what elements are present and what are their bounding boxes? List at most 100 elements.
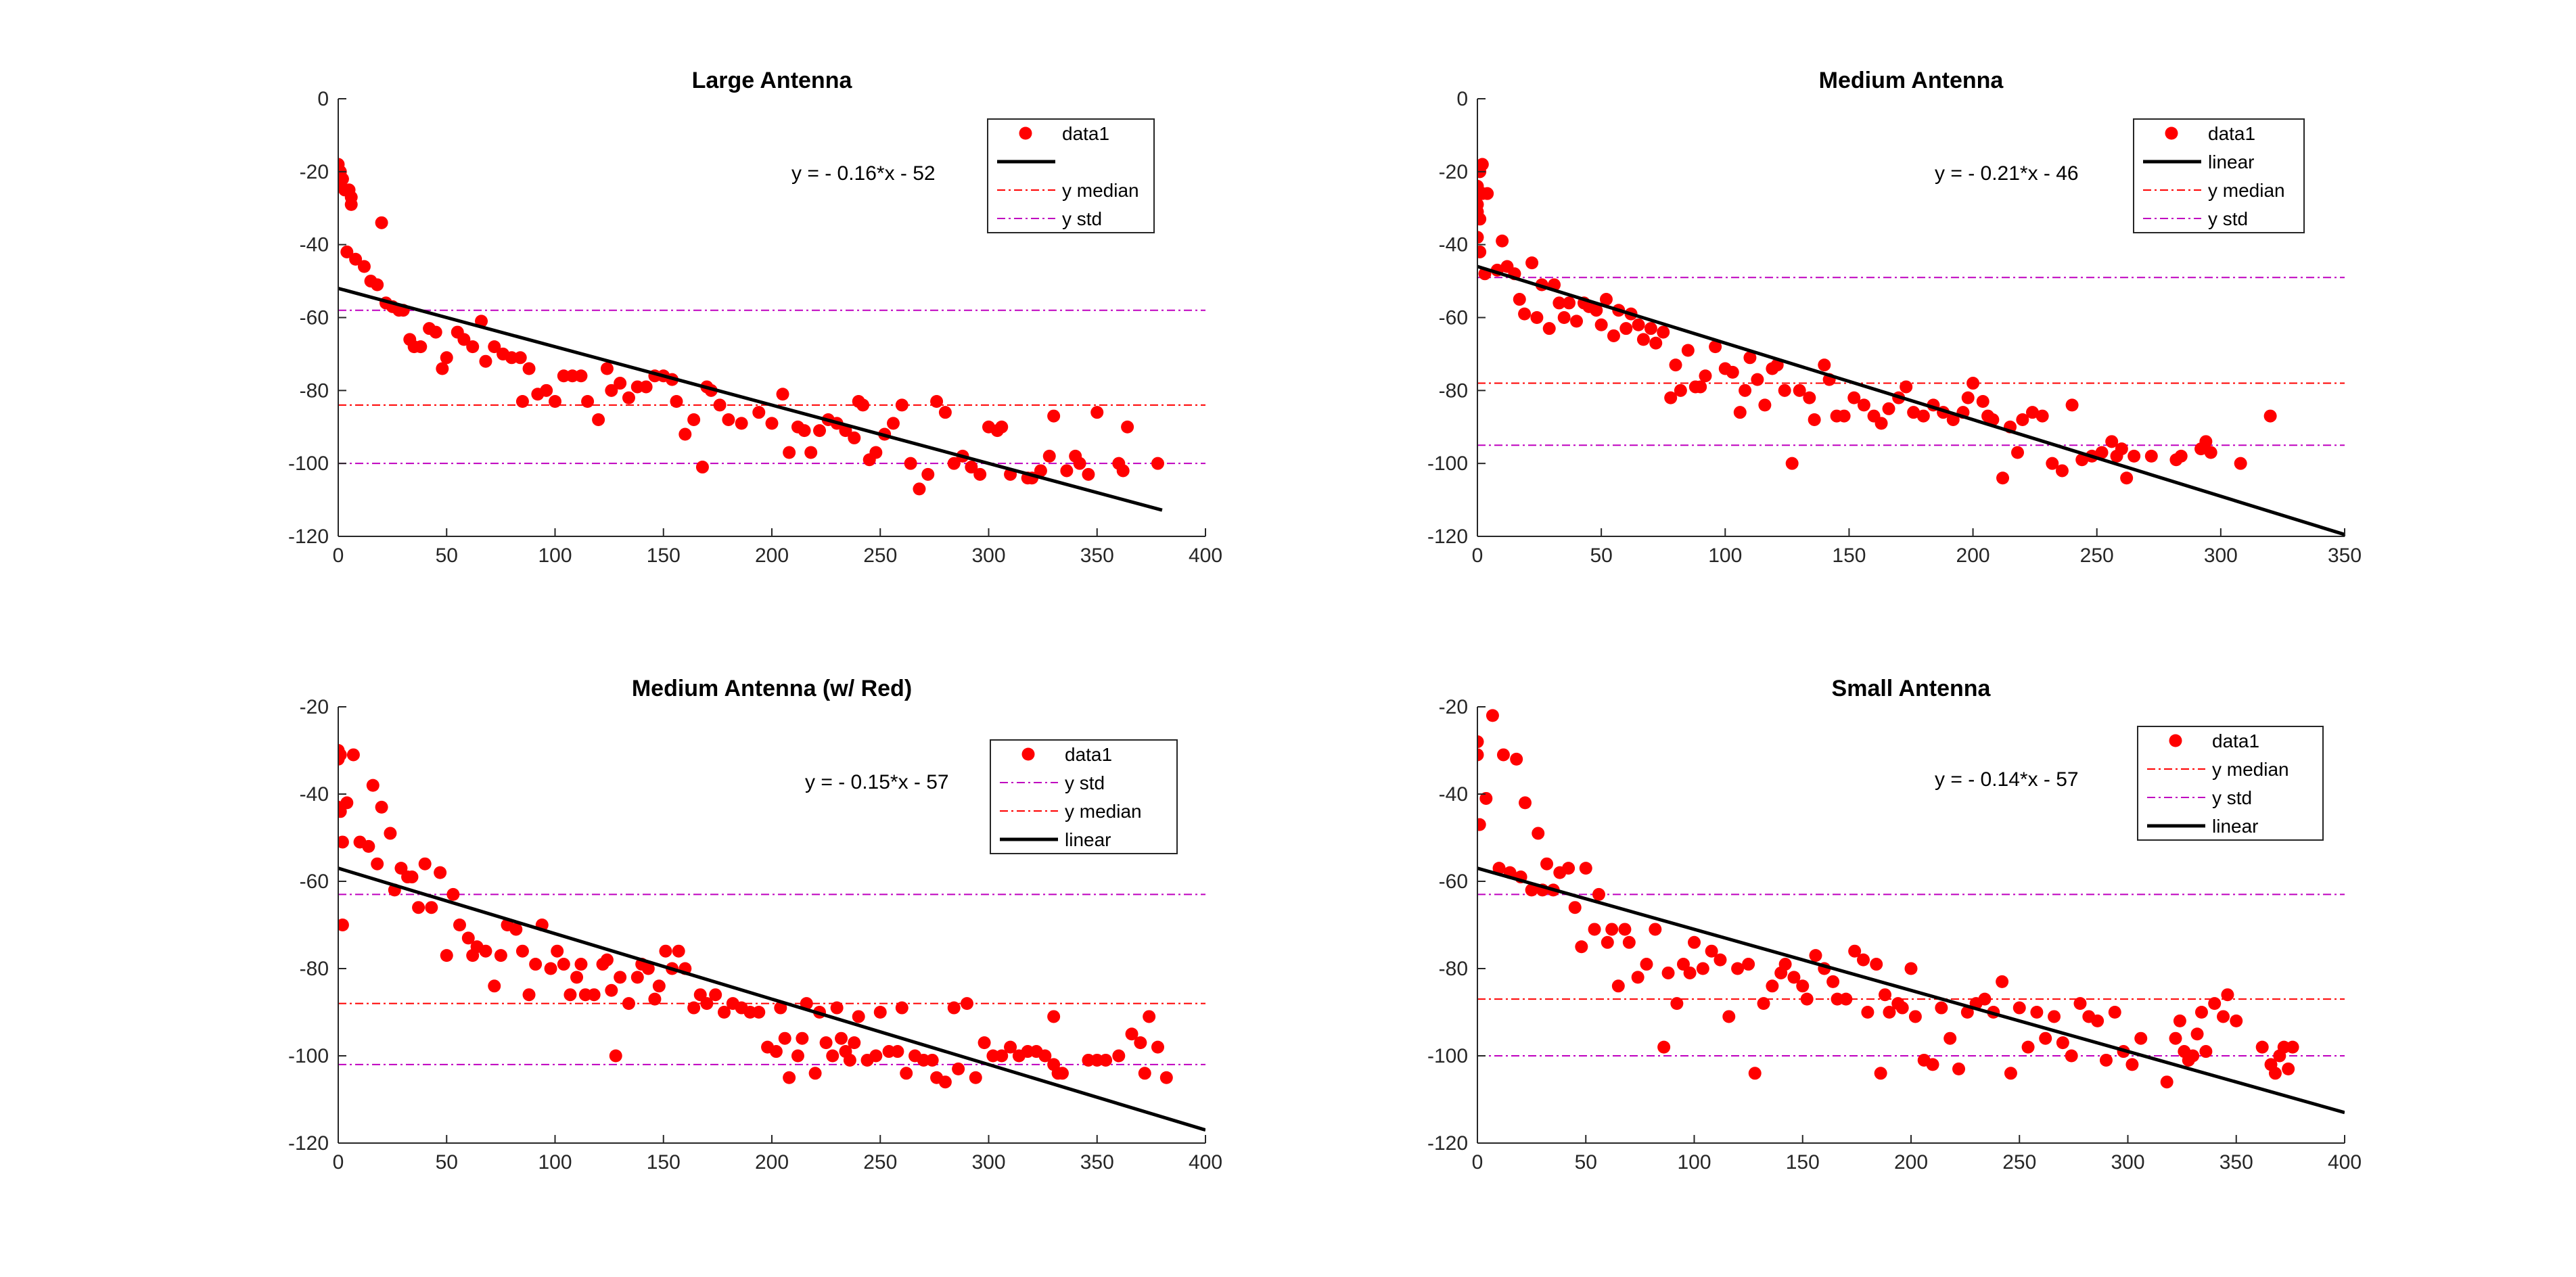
data-point — [1935, 1001, 1948, 1015]
data-point — [1883, 1006, 1896, 1019]
data-point — [1607, 329, 1620, 342]
data-point — [349, 252, 363, 266]
data-point — [960, 997, 973, 1011]
linear-fit-line — [338, 866, 1205, 1132]
data-point — [2055, 464, 2069, 478]
y-tick-label: -120 — [1427, 526, 1468, 548]
data-point — [2125, 1058, 2139, 1071]
chart-title: Large Antenna — [692, 68, 853, 93]
legend-box — [2133, 118, 2305, 233]
data-point — [515, 395, 529, 409]
data-point — [1967, 377, 1980, 390]
data-point — [1481, 187, 1494, 200]
data-point — [366, 779, 380, 792]
data-point — [1683, 966, 1697, 979]
data-point — [2025, 406, 2039, 419]
data-point — [453, 919, 466, 931]
data-point — [1563, 296, 1576, 310]
data-point — [1742, 958, 1755, 971]
data-point — [2073, 997, 2087, 1011]
data-point — [457, 333, 471, 346]
data-point — [1733, 406, 1747, 419]
data-point — [670, 395, 683, 409]
data-point — [1649, 923, 1662, 936]
data-point — [1739, 384, 1752, 397]
data-point — [1778, 958, 1792, 971]
legend-label: data1 — [1062, 123, 1109, 144]
data-point — [678, 427, 692, 441]
data-point — [783, 446, 796, 459]
data-point — [509, 923, 523, 936]
data-point — [1657, 325, 1670, 339]
data-point — [2011, 446, 2025, 459]
data-point — [614, 971, 627, 984]
data-point — [513, 351, 527, 365]
legend-label: y std — [1065, 772, 1105, 793]
legend-label: y median — [2212, 759, 2289, 780]
data-point — [1619, 322, 1633, 335]
x-tick-label: 0 — [333, 1151, 344, 1174]
data-point — [717, 1006, 731, 1019]
y-tick-label: -80 — [300, 958, 329, 980]
data-point — [436, 362, 449, 375]
x-tick-label: 50 — [436, 544, 458, 567]
data-point — [1793, 384, 1806, 397]
data-point — [434, 866, 447, 879]
x-tick-label: 100 — [538, 1151, 572, 1174]
data-point — [969, 1071, 982, 1084]
data-point — [1552, 296, 1566, 310]
x-tick-label: 350 — [2220, 1151, 2253, 1174]
legend-label: y median — [1062, 180, 1139, 201]
data-point — [1778, 384, 1791, 397]
data-point — [1808, 413, 1821, 426]
data-point — [639, 380, 653, 394]
legend-label: y std — [2212, 787, 2252, 808]
data-point — [1631, 971, 1644, 984]
data-point — [1112, 1049, 1126, 1063]
x-tick-label: 100 — [538, 544, 572, 567]
data-point — [913, 482, 926, 496]
data-point — [544, 962, 557, 975]
data-point — [1143, 1010, 1156, 1023]
data-point — [1125, 1027, 1138, 1041]
data-point — [522, 988, 536, 1002]
y-tick-label: -100 — [1427, 452, 1468, 475]
data-point — [1496, 234, 1509, 248]
x-tick-label: 200 — [755, 1151, 789, 1174]
data-point — [930, 395, 944, 409]
x-tick-label: 100 — [1677, 1151, 1711, 1174]
y-tick-label: -100 — [288, 452, 329, 475]
x-tick-label: 350 — [2328, 544, 2362, 567]
data-point — [1661, 966, 1675, 979]
data-point — [1961, 391, 1975, 404]
y-tick-label: 0 — [1456, 88, 1468, 110]
data-point — [2221, 988, 2234, 1002]
data-point — [808, 1067, 822, 1080]
data-point — [1038, 1049, 1052, 1063]
data-point — [1796, 979, 1810, 993]
data-point — [1562, 862, 1576, 875]
data-point — [587, 988, 601, 1002]
data-point — [440, 351, 453, 365]
data-point — [2144, 449, 2158, 463]
data-point — [1579, 862, 1592, 875]
data-point — [848, 1036, 861, 1050]
x-tick-label: 400 — [1189, 544, 1222, 567]
data-point — [752, 406, 766, 419]
data-point — [2268, 1067, 2282, 1080]
data-point — [2021, 1040, 2035, 1054]
linear-fit-line — [338, 286, 1163, 512]
data-point — [2048, 1010, 2061, 1023]
data-point — [614, 377, 627, 390]
data-point — [856, 398, 870, 412]
data-point — [2194, 1006, 2208, 1019]
legend-label: linear — [2212, 816, 2258, 837]
data-point — [2286, 1040, 2299, 1054]
data-point — [1674, 384, 1687, 397]
data-point — [522, 362, 536, 375]
data-point — [1996, 471, 2010, 485]
data-point — [1895, 1001, 1909, 1015]
data-point — [1532, 827, 1545, 840]
data-point — [1644, 322, 1657, 335]
data-point — [1477, 735, 1484, 749]
